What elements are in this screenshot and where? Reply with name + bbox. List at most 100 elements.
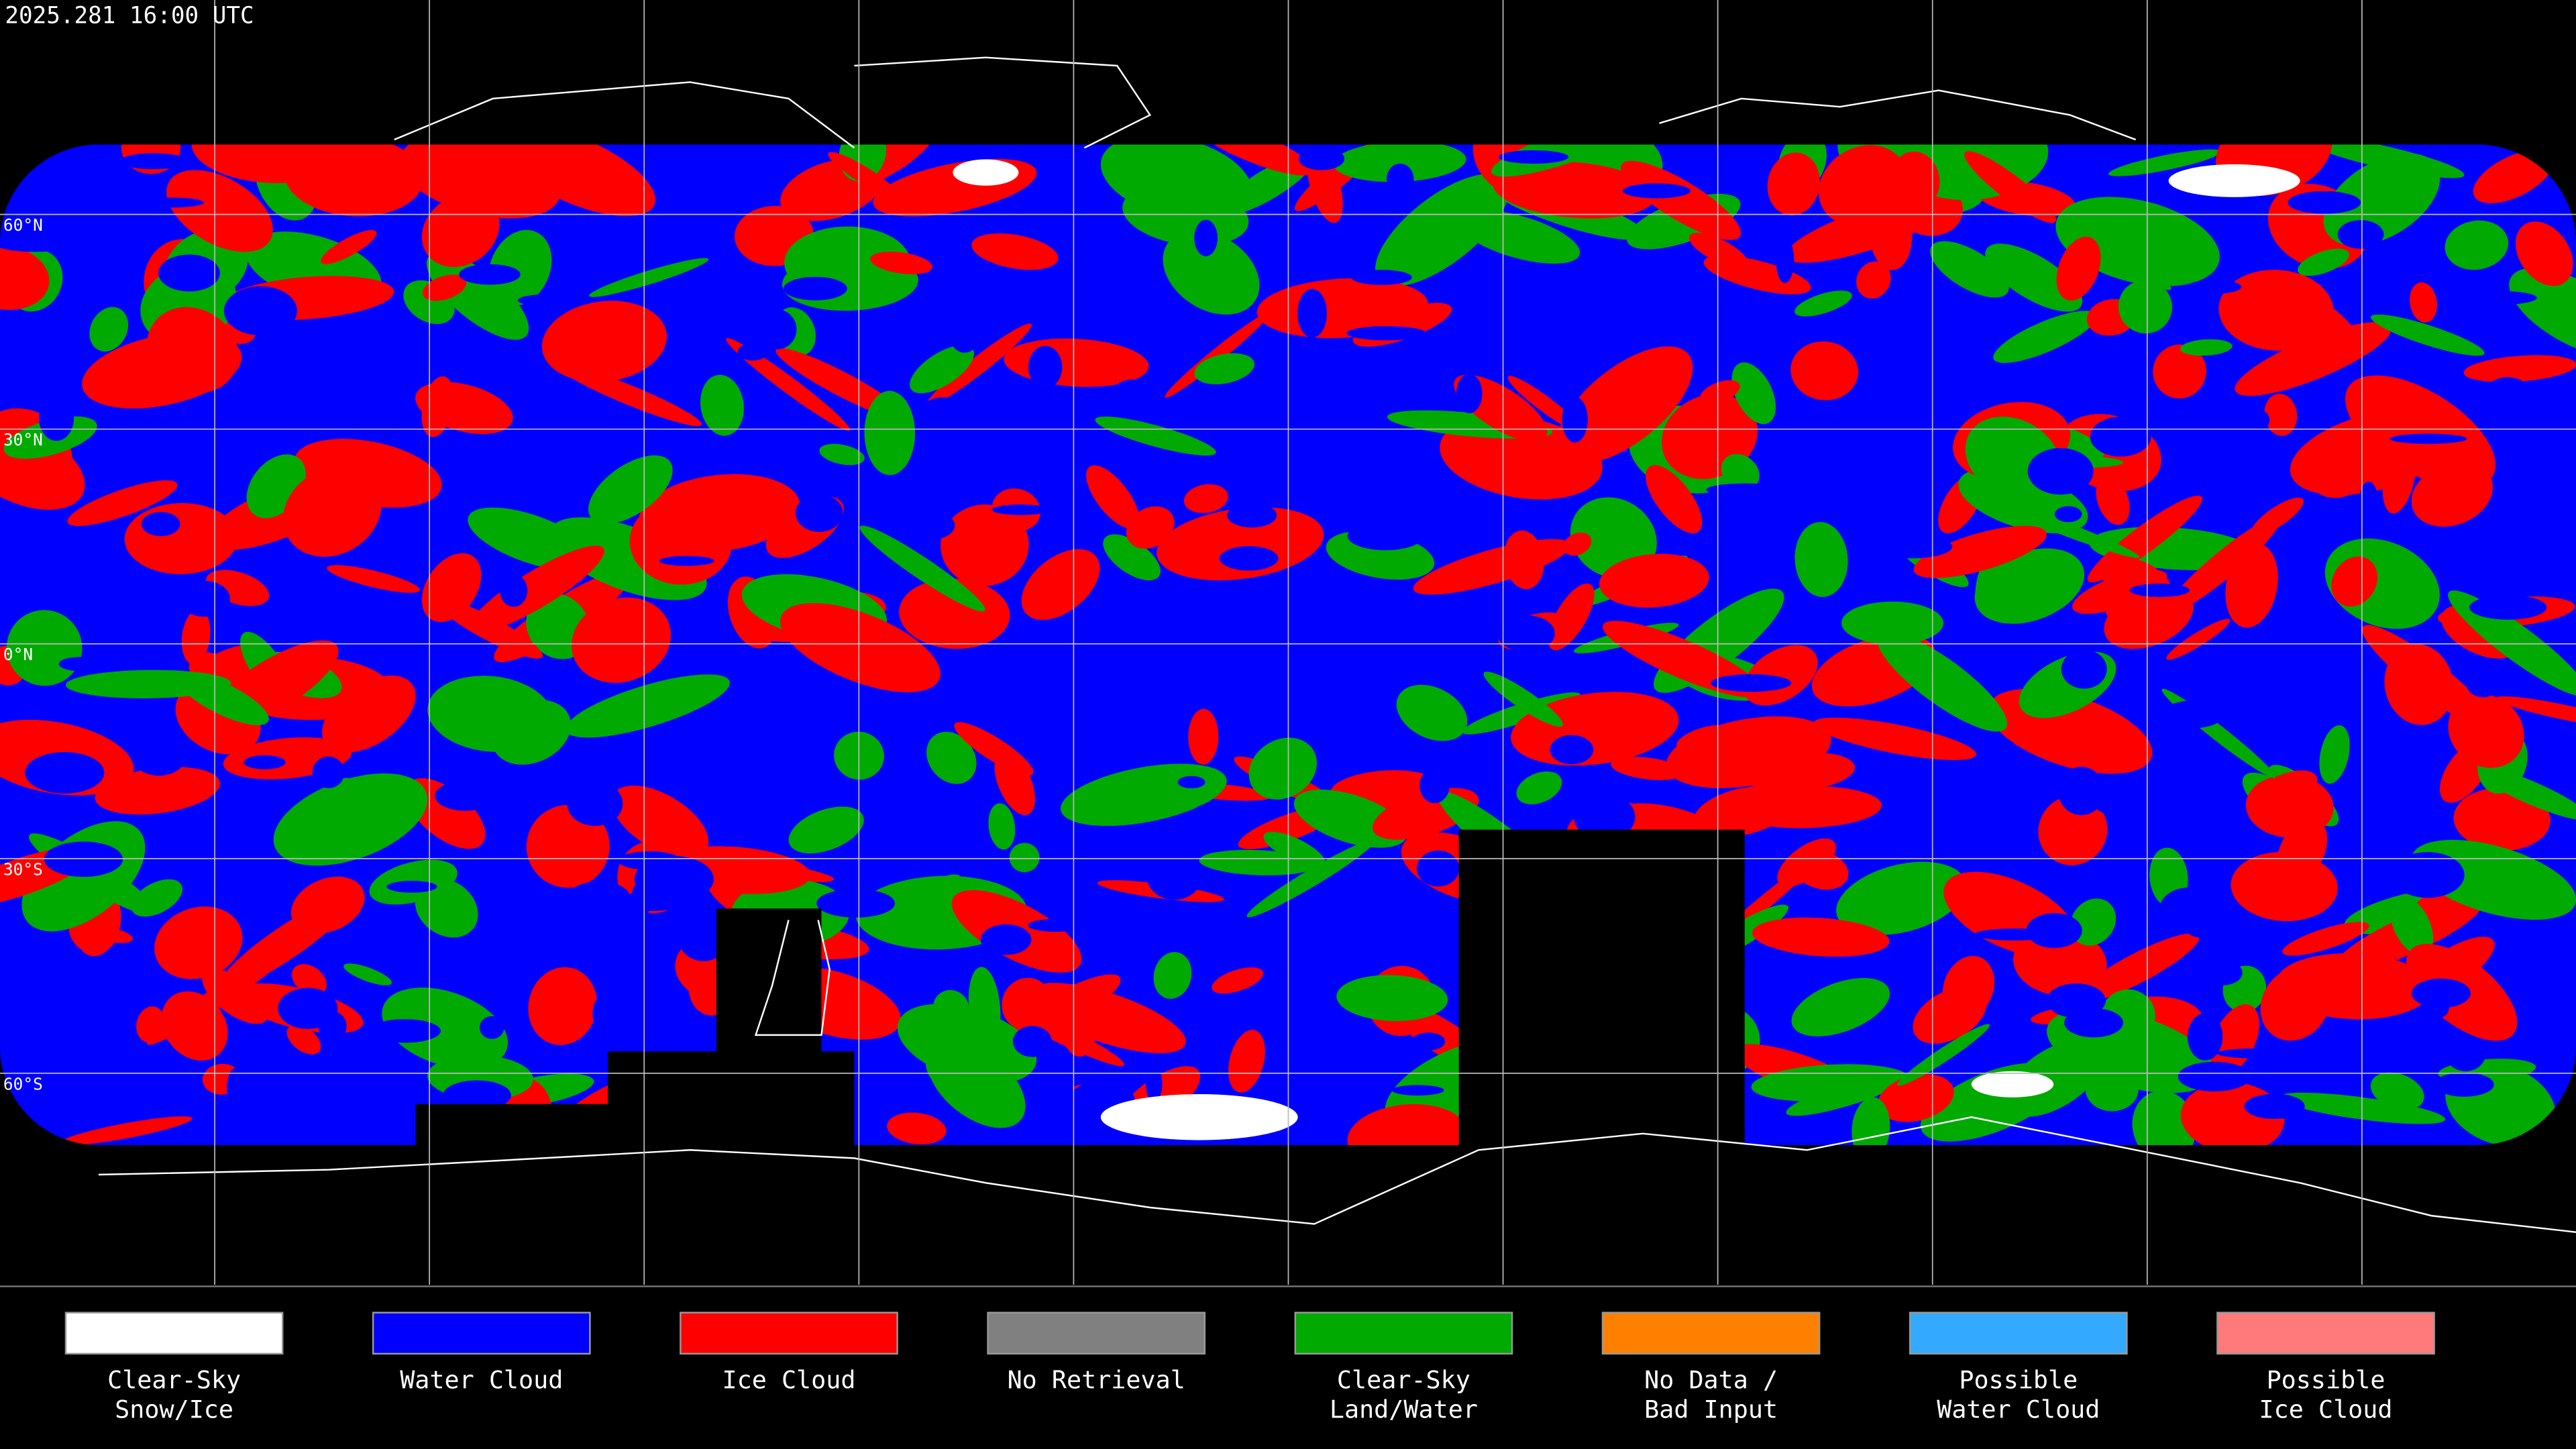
water-patch [783,276,847,301]
water-patch [365,385,400,419]
cloud-patch [954,722,1034,776]
cloud-patch [166,170,273,252]
cloud-patch [1791,977,1890,1036]
cloud-patch [1375,174,1509,286]
water-patch [1012,1026,1052,1057]
cloud-patch [526,804,610,888]
snow-patch [1100,1094,1298,1140]
cloud-patch [488,229,552,307]
legend-label: No Data / [1644,1365,1778,1394]
water-patch [2281,651,2310,694]
cloud-patch [1095,416,1216,455]
water-patch [2244,1093,2305,1120]
water-patch [1351,270,1412,285]
water-patch [1346,326,1427,341]
legend-label: Clear-Sky [1337,1365,1470,1394]
cloud-patch [343,963,392,985]
water-patch [1028,918,1083,932]
water-patch [61,1036,132,1067]
cloud-patch [1246,840,1375,918]
cloud-patch [859,525,985,612]
cloud-patch [2166,619,2231,660]
cloud-patch [2448,694,2524,768]
cloud-patch [1183,484,1228,513]
water-patch [1497,615,1555,652]
cloud-patch [1009,843,1040,873]
water-patch [610,1014,694,1030]
cloud-patch [191,144,353,184]
water-patch [2027,447,2094,495]
cloud-patch [2245,775,2334,838]
legend-label: Bad Input [1644,1395,1778,1424]
coastline [394,56,2137,149]
legend-swatch [987,1311,1206,1355]
no-coverage [415,829,1745,1155]
cloud-patch [283,466,382,557]
water-patch [312,756,345,788]
water-patch [1386,163,1414,195]
water-patch [2026,913,2082,949]
cloud-patch [1621,160,1741,240]
cloud-patch [59,1116,193,1145]
water-patch [2337,220,2384,249]
lat-label: 30°N [3,430,43,449]
water-patch [1498,150,1569,164]
water-patch [1298,147,1345,170]
legend-label: Possible [1959,1365,2078,1394]
cloud-patch [1212,967,1264,994]
water-patch [1159,646,1203,678]
cloud-patch [2371,314,2485,356]
graticule [0,0,2576,1285]
water-patch [618,851,682,870]
water-patch [949,312,981,353]
water-patch [1562,396,1588,443]
cloud-patch [1228,1030,1265,1093]
water-patch [2161,700,2224,729]
lat-label: 30°S [3,859,43,879]
cloud-patch [1493,161,1656,219]
water-patch [2014,836,2032,866]
water-patch [1020,716,1048,757]
snow-patch [1971,1071,2054,1097]
water-patch [399,635,437,665]
cloud-patch [887,1112,947,1144]
cloud-patch [321,229,377,264]
water-patch [1192,803,1228,824]
cloud-patch [1786,1074,1905,1116]
water-patch [218,483,241,498]
cloud-patch [89,307,129,352]
cloud-patch [1516,771,1562,804]
cloud-patch [469,545,604,633]
cloud-patch [566,674,730,738]
cloud-patch [927,1040,1026,1128]
cloud-patch [926,731,977,784]
water-patch [2434,1072,2494,1097]
legend-swatch [1909,1311,2128,1355]
coastlines [98,56,2576,1233]
cloud-patch [2390,896,2434,956]
water-patch [169,822,248,871]
snow-patch [2168,164,2300,197]
water-patch [1395,895,1476,934]
legend-label: Ice Cloud [2259,1395,2393,1424]
cloud-patch [1103,534,1161,581]
cloud-patch [67,480,178,527]
cloud-patch [2509,268,2576,358]
cloud-patch [2319,725,2350,784]
water-patch [517,294,578,307]
water-patch [0,235,75,252]
cloud-patch [571,597,672,683]
cloud-patch [1126,506,1175,549]
legend-label: Snow/Ice [115,1395,233,1424]
lat-label: 60°N [3,215,43,235]
cloud-patch [1878,1074,1954,1122]
snow-patch [953,159,1019,186]
lat-label: 60°S [3,1074,43,1093]
water-patch [1706,283,1747,323]
cloud-patch [1157,507,1324,581]
cloud-patch [1731,362,1776,425]
water-patch [386,880,437,893]
timestamp: 2025.281 16:00 UTC [5,2,254,29]
cloud-patch [382,987,508,1069]
water-patch [592,992,623,1036]
